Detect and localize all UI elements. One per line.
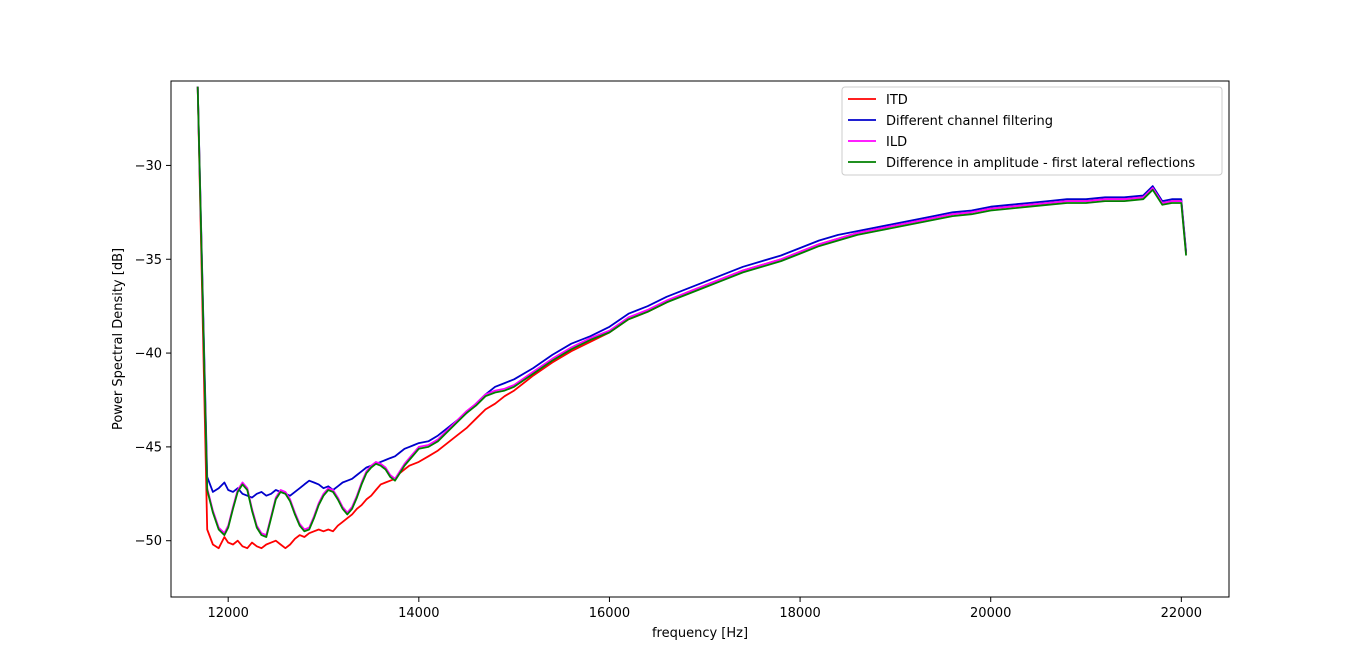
y-tick-label: −30 bbox=[135, 159, 162, 174]
x-tick-label: 16000 bbox=[589, 606, 630, 621]
y-axis-ticks: −50 −45 −40 −35 −30 bbox=[135, 159, 171, 549]
y-tick-label: −45 bbox=[135, 440, 162, 455]
x-axis-label: frequency [Hz] bbox=[652, 626, 748, 641]
y-axis-label: Power Spectral Density [dB] bbox=[111, 248, 126, 430]
x-tick-label: 20000 bbox=[970, 606, 1011, 621]
legend-label-2: Different channel filtering bbox=[886, 114, 1053, 129]
y-tick-label: −40 bbox=[135, 347, 162, 362]
series-line-3 bbox=[196, 86, 1187, 536]
x-tick-label: 22000 bbox=[1161, 606, 1202, 621]
series-line-4 bbox=[196, 86, 1187, 538]
legend-box bbox=[841, 86, 1223, 176]
legend-label-1: ITD bbox=[886, 93, 908, 108]
x-axis-ticks: 12000 14000 16000 18000 20000 22000 bbox=[208, 597, 1202, 621]
x-tick-label: 14000 bbox=[398, 606, 439, 621]
series-layer bbox=[196, 86, 1187, 550]
y-tick-label: −50 bbox=[135, 534, 162, 549]
y-tick-label: −35 bbox=[135, 253, 162, 268]
x-tick-label: 18000 bbox=[779, 606, 820, 621]
legend: ITD Different channel filtering ILD Differe… bbox=[841, 86, 1223, 176]
series-line-2 bbox=[196, 86, 1187, 499]
legend-label-3: ILD bbox=[886, 135, 907, 150]
plot-frame bbox=[170, 80, 1230, 598]
legend-label-4: Difference in amplitude - first lateral … bbox=[886, 156, 1195, 171]
x-tick-label: 12000 bbox=[208, 606, 249, 621]
